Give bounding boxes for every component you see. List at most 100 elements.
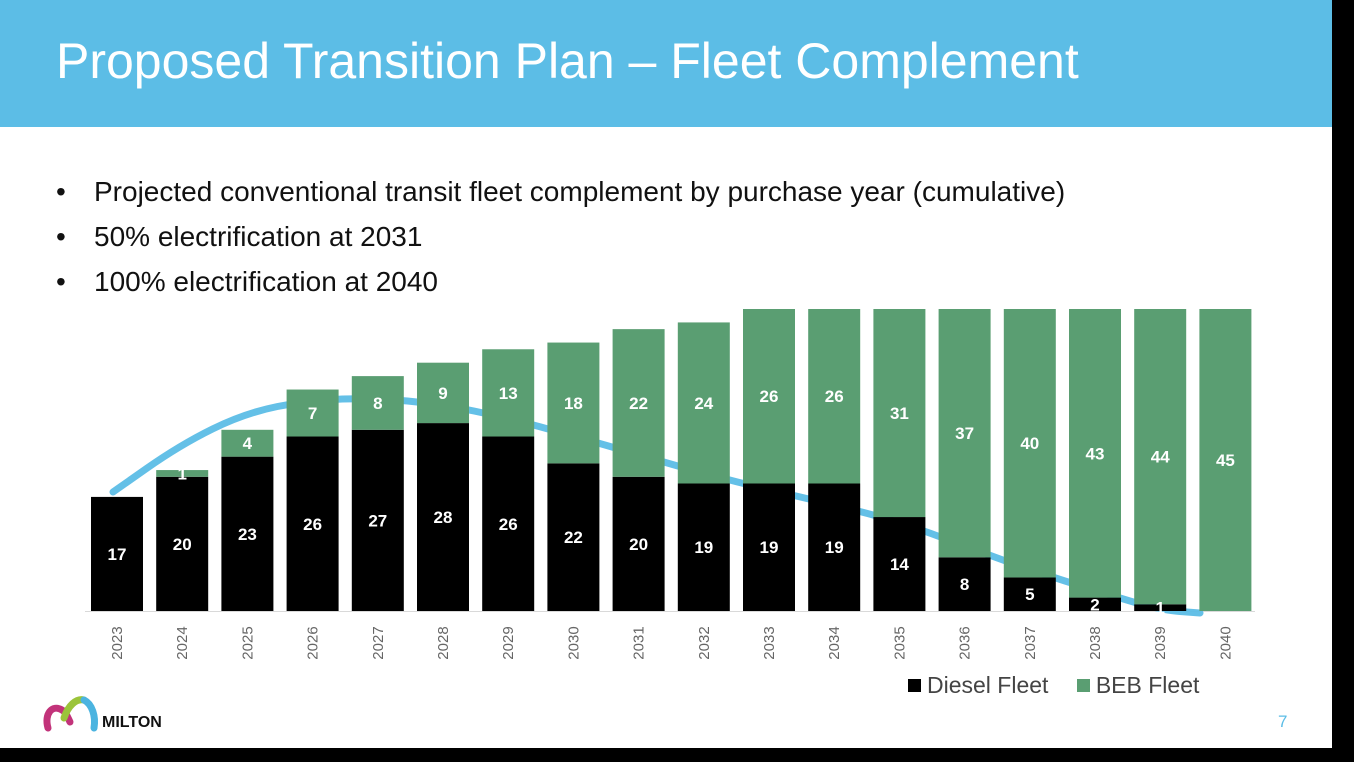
- beb-bar-2030: [547, 342, 600, 464]
- legend-swatch-diesel: [908, 679, 921, 692]
- x-tick-label: 2029: [500, 626, 517, 659]
- x-tick-label: 2034: [826, 626, 843, 659]
- x-tick-label: 2026: [305, 626, 322, 659]
- slide-title: Proposed Transition Plan – Fleet Complem…: [56, 33, 1079, 89]
- beb-bar-2027: [351, 376, 404, 430]
- beb-bar-2038: [1069, 309, 1121, 598]
- x-tick-label: 2036: [957, 626, 974, 659]
- x-tick-label: 2035: [891, 626, 908, 659]
- beb-data-label-2032: 24: [694, 394, 713, 413]
- milton-logo-icon: [43, 696, 98, 732]
- beb-bar-2036: [938, 309, 991, 558]
- beb-bar-2034: [808, 309, 861, 484]
- x-tick-label: 2040: [1217, 626, 1234, 659]
- x-tick-label: 2024: [174, 626, 191, 659]
- beb-data-label-2027: 8: [373, 394, 382, 413]
- beb-data-label-2038: 43: [1086, 444, 1105, 463]
- beb-bar-2033: [743, 309, 795, 484]
- diesel-data-label-2031: 20: [629, 535, 648, 554]
- beb-data-label-2030: 18: [564, 394, 583, 413]
- diesel-bar-2030: [547, 463, 600, 611]
- diesel-data-label-2025: 23: [238, 525, 257, 544]
- beb-bar-2037: [1003, 309, 1056, 578]
- legend-label-beb: BEB Fleet: [1095, 672, 1200, 698]
- x-tick-label: 2033: [761, 626, 778, 659]
- bullet-text: 50% electrification at 2031: [94, 221, 423, 252]
- bullet-list: • Projected conventional transit fleet co…: [56, 176, 1065, 311]
- beb-bar-2035: [873, 309, 926, 518]
- diesel-bar-2027: [351, 429, 404, 611]
- beb-data-label-2033: 26: [760, 387, 779, 406]
- diesel-data-label-2033: 19: [760, 538, 779, 557]
- legend-item-diesel: Diesel Fleet: [908, 672, 1048, 698]
- beb-data-label-2028: 9: [438, 384, 447, 403]
- diesel-data-label-2035: 14: [890, 555, 909, 574]
- beb-bar-2026: [286, 389, 339, 437]
- beb-bar-2025: [221, 429, 274, 457]
- legend-swatch-beb: [1076, 679, 1090, 692]
- diesel-bar-2032: [677, 483, 730, 611]
- beb-bar-2039: [1134, 309, 1187, 605]
- diesel-data-label-2032: 19: [694, 538, 713, 557]
- beb-bar-2029: [482, 349, 535, 437]
- beb-data-label-2037: 40: [1020, 434, 1039, 453]
- beb-data-label-2034: 26: [825, 387, 844, 406]
- beb-bar-2032: [677, 322, 730, 484]
- diesel-bar-2039: [1134, 604, 1187, 611]
- beb-data-label-2029: 13: [499, 384, 518, 403]
- diesel-data-label-2023: 17: [108, 545, 127, 564]
- diesel-data-label-2038: 2: [1090, 595, 1099, 614]
- diesel-bar-2023: [91, 496, 143, 611]
- bullet-item: • 50% electrification at 2031: [56, 221, 423, 252]
- diesel-data-label-2027: 27: [368, 511, 387, 530]
- beb-bar-2028: [417, 362, 469, 424]
- diesel-data-label-2029: 26: [499, 515, 518, 534]
- beb-data-label-2036: 37: [955, 424, 974, 443]
- title-bar: Proposed Transition Plan – Fleet Complem…: [0, 0, 1332, 127]
- beb-data-label-2026: 7: [308, 404, 317, 423]
- diesel-data-label-2024: 20: [173, 535, 192, 554]
- logo-text: MILTON: [102, 714, 162, 731]
- bullet-text: Projected conventional transit fleet com…: [94, 176, 1066, 207]
- diesel-bar-2034: [808, 483, 861, 611]
- x-tick-label: 2032: [696, 626, 713, 659]
- bullet-item: • 100% electrification at 2040: [56, 266, 438, 297]
- diesel-bar-2028: [417, 423, 469, 611]
- diesel-data-label-2028: 28: [434, 508, 453, 527]
- x-tick-label: 2023: [109, 626, 126, 659]
- x-tick-label: 2028: [435, 626, 452, 659]
- beb-data-label-2031: 22: [629, 394, 648, 413]
- diesel-bar-2035: [873, 517, 926, 611]
- x-tick-label: 2038: [1087, 626, 1104, 659]
- diesel-bar-2031: [612, 476, 665, 611]
- diesel-bar-2024: [156, 476, 209, 611]
- beb-bar-2031: [612, 329, 665, 477]
- beb-bar-2024: [156, 470, 209, 477]
- beb-data-label-2024: 1: [177, 464, 186, 483]
- diesel-bar-2026: [286, 436, 339, 611]
- diesel-data-label-2026: 26: [303, 515, 322, 534]
- beb-data-label-2035: 31: [890, 404, 909, 423]
- diesel-bar-2038: [1069, 597, 1121, 611]
- diesel-bar-2029: [482, 436, 535, 611]
- x-tick-label: 2031: [631, 626, 648, 659]
- beb-data-label-2039: 44: [1151, 448, 1170, 467]
- diesel-data-label-2030: 22: [564, 528, 583, 547]
- legend-item-beb: BEB Fleet: [1076, 672, 1200, 698]
- legend-label-diesel: Diesel Fleet: [927, 672, 1049, 698]
- fleet-chart: 2023 2024 2025 2026 2027 2028 2029 2030 2031 2032…: [85, 309, 1255, 660]
- diesel-data-label-2036: 8: [960, 575, 969, 594]
- diesel-data-label-2039: 1: [1155, 599, 1164, 618]
- diesel-bar-2037: [1003, 577, 1056, 611]
- x-tick-label: 2037: [1022, 626, 1039, 659]
- x-tick-label: 2039: [1152, 626, 1169, 659]
- beb-data-label-2040: 45: [1216, 451, 1235, 470]
- diesel-bar-2025: [221, 456, 274, 611]
- bullet-text: 100% electrification at 2040: [94, 266, 438, 297]
- x-tick-label: 2030: [565, 626, 582, 659]
- beb-data-label-2025: 4: [243, 434, 253, 453]
- diesel-bar-2036: [938, 557, 991, 611]
- diesel-data-label-2034: 19: [825, 538, 844, 557]
- chart-legend: Diesel Fleet BEB Fleet: [908, 672, 1199, 699]
- slide: Proposed Transition Plan – Fleet Complem…: [0, 0, 1332, 748]
